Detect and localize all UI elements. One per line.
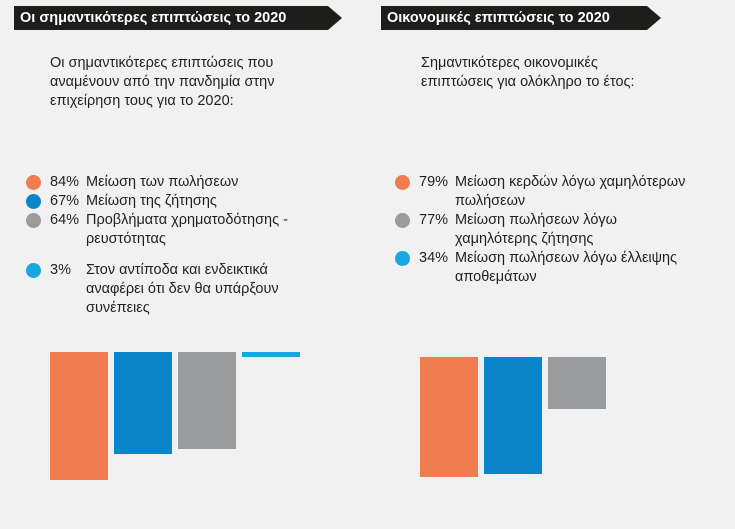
- left-desc-line: επιχείρηση τους για το 2020:: [50, 93, 234, 109]
- bar: [484, 357, 542, 474]
- legend-item: 34% Μείωση πωλήσεων λόγω έλλειψης αποθεμάτ…: [395, 249, 725, 287]
- legend-item: 84% Μείωση των πωλήσεων: [26, 173, 346, 192]
- legend-percent: 34%: [419, 250, 449, 266]
- left-description: Οι σημαντικότερες επιπτώσεις που αναμένο…: [50, 54, 320, 111]
- right-description: Σημαντικότερες οικονομικές επιπτώσεις γι…: [421, 54, 681, 92]
- right-legend: 79% Μείωση κερδών λόγω χαμηλότερων πωλήσεω…: [395, 173, 725, 287]
- legend-dot-icon: [26, 213, 41, 228]
- bar: [420, 357, 478, 477]
- legend-text-continued: αποθεμάτων: [455, 269, 537, 285]
- legend-dot-icon: [395, 175, 410, 190]
- left-title: Οι σημαντικότερες επιπτώσεις το 2020: [14, 6, 342, 30]
- legend-dot-icon: [26, 194, 41, 209]
- legend-text: Μείωση της ζήτησης: [86, 193, 217, 209]
- legend-percent: 64%: [50, 212, 80, 228]
- legend-percent: 3%: [50, 262, 71, 278]
- left-desc-line: αναμένουν από την πανδημία στην: [50, 74, 275, 90]
- legend-text: Μείωση πωλήσεων λόγω έλλειψης: [455, 250, 678, 266]
- legend-text: Μείωση κερδών λόγω χαμηλότερων: [455, 174, 686, 190]
- right-desc-line: Σημαντικότερες οικονομικές: [421, 55, 598, 71]
- left-bar-chart: [0, 340, 360, 529]
- right-bar-chart: [375, 340, 735, 529]
- legend-dot-icon: [395, 213, 410, 228]
- legend-text: Μείωση των πωλήσεων: [86, 174, 239, 190]
- legend-percent: 84%: [50, 174, 80, 190]
- legend-dot-icon: [395, 251, 410, 266]
- bar: [114, 352, 172, 454]
- legend-text: Προβλήματα χρηματοδότησης -: [86, 212, 288, 228]
- legend-text: Μείωση πωλήσεων λόγω: [455, 212, 617, 228]
- legend-item: 64% Προβλήματα χρηματοδότησης - ρευστότητα…: [26, 211, 346, 249]
- legend-text-continued: αναφέρει ότι δεν θα υπάρξουν συνέπειες: [86, 281, 279, 316]
- legend-item: 67% Μείωση της ζήτησης: [26, 192, 346, 211]
- bar: [548, 357, 606, 409]
- legend-percent: 77%: [419, 212, 449, 228]
- right-panel: Οικονομικές επιπτώσεις το 2020 Σημαντικό…: [375, 0, 735, 529]
- bar: [242, 352, 300, 357]
- bar: [178, 352, 236, 449]
- right-desc-line: επιπτώσεις για ολόκληρο το έτος:: [421, 74, 635, 90]
- legend-text: Στον αντίποδα και ενδεικτικά: [86, 262, 268, 278]
- legend-item: 3% Στον αντίποδα και ενδεικτικά αναφέρει ό…: [26, 261, 346, 318]
- legend-text-continued: πωλήσεων: [455, 193, 526, 209]
- left-desc-line: Οι σημαντικότερες επιπτώσεις που: [50, 55, 274, 71]
- legend-item: 77% Μείωση πωλήσεων λόγω χαμηλότερης ζήτησ…: [395, 211, 725, 249]
- legend-percent: 67%: [50, 193, 80, 209]
- right-title: Οικονομικές επιπτώσεις το 2020: [381, 6, 661, 30]
- left-legend: 84% Μείωση των πωλήσεων 67% Μείωση της ζήτη…: [26, 173, 346, 318]
- legend-text-continued: ρευστότητας: [86, 231, 166, 247]
- legend-dot-icon: [26, 175, 41, 190]
- legend-item: 79% Μείωση κερδών λόγω χαμηλότερων πωλήσεω…: [395, 173, 725, 211]
- bar: [50, 352, 108, 480]
- legend-text-continued: χαμηλότερης ζήτησης: [455, 231, 594, 247]
- legend-dot-icon: [26, 263, 41, 278]
- legend-percent: 79%: [419, 174, 449, 190]
- left-panel: Οι σημαντικότερες επιπτώσεις το 2020 Οι …: [0, 0, 360, 529]
